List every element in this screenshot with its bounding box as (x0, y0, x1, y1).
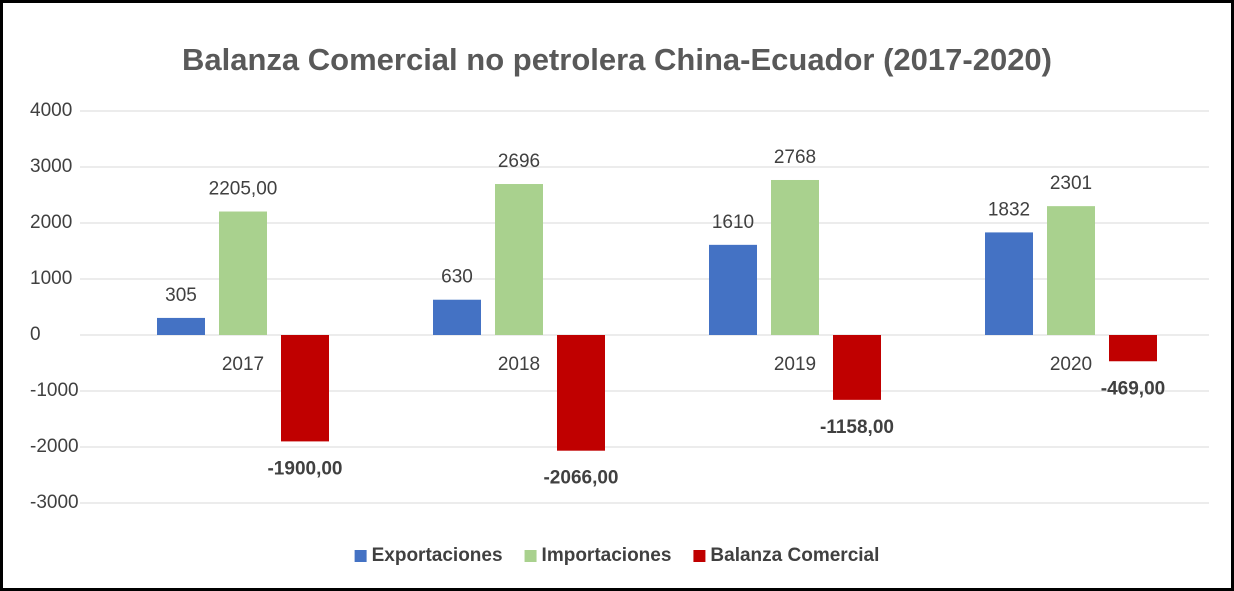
x-tick-label: 2017 (222, 354, 264, 375)
bar (1047, 206, 1095, 335)
legend-label: Exportaciones (372, 545, 503, 566)
data-label: 2696 (498, 151, 540, 172)
bar (281, 335, 329, 442)
legend-swatch (524, 550, 537, 562)
bar (557, 335, 605, 451)
bar (495, 184, 543, 335)
data-label: 2205,00 (209, 179, 278, 200)
legend-swatch (693, 550, 706, 562)
bar (771, 179, 819, 335)
y-tick-label: -3000 (30, 492, 79, 513)
bar (1109, 335, 1157, 362)
legend-label: Importaciones (542, 545, 672, 566)
data-label: -469,00 (1101, 378, 1165, 399)
y-tick-label: 0 (30, 324, 41, 345)
bar (219, 211, 267, 335)
data-label: 1832 (988, 199, 1030, 220)
bar (709, 244, 757, 335)
y-tick-label: 1000 (30, 268, 72, 289)
y-tick-label: 2000 (30, 212, 72, 233)
x-tick-label: 2019 (774, 354, 816, 375)
bar (433, 299, 481, 335)
y-tick-label: -2000 (30, 436, 79, 457)
bar (985, 232, 1033, 335)
data-label: -1900,00 (267, 458, 342, 479)
x-tick-label: 2018 (498, 354, 540, 375)
x-tick-label: 2020 (1050, 354, 1092, 375)
data-label: 630 (441, 267, 473, 288)
y-tick-label: -1000 (30, 380, 79, 401)
data-label: 2768 (774, 147, 816, 168)
bar (833, 335, 881, 400)
data-label: -1158,00 (820, 417, 894, 438)
data-label: -2066,00 (543, 468, 618, 489)
data-label: 1610 (712, 212, 754, 233)
legend-label: Balanza Comercial (710, 545, 879, 566)
data-label: 2301 (1050, 173, 1092, 194)
chart-title: Balanza Comercial no petrolera China-Ecu… (182, 42, 1052, 77)
legend-swatch (354, 550, 367, 562)
y-tick-label: 4000 (30, 100, 72, 121)
y-tick-label: 3000 (30, 156, 72, 177)
bar (157, 317, 205, 335)
data-label: 305 (165, 285, 197, 306)
